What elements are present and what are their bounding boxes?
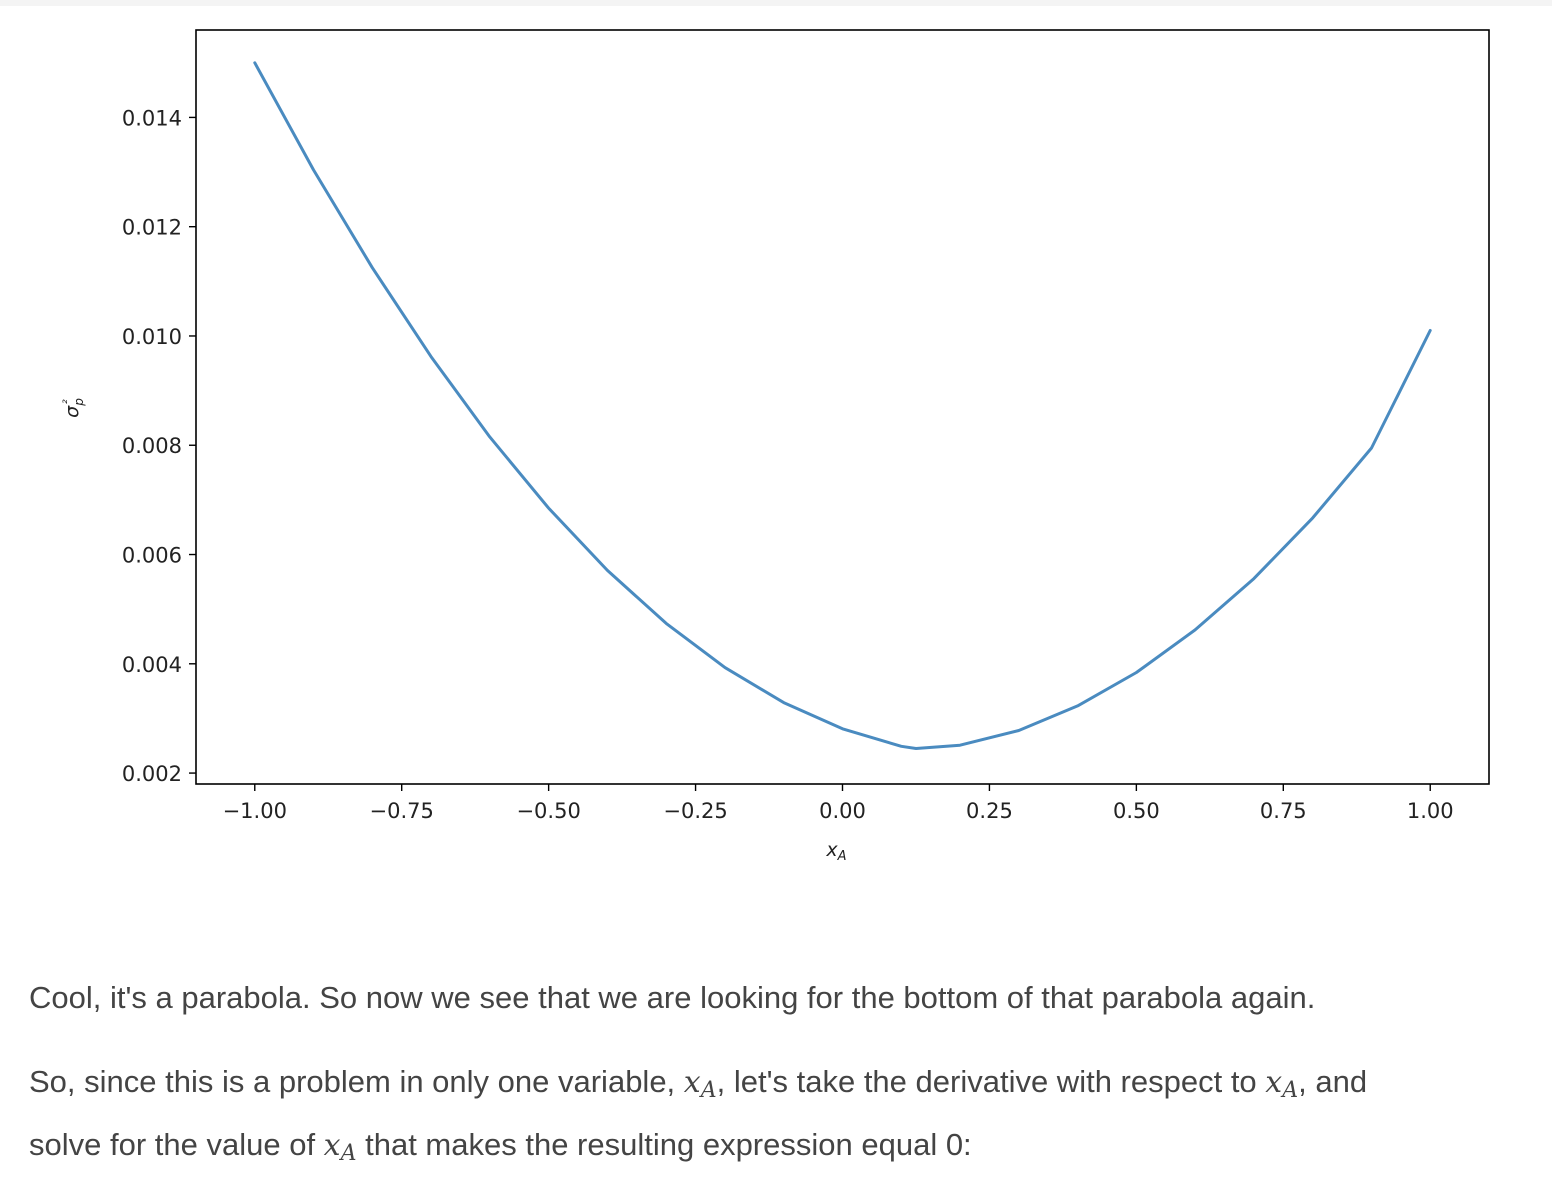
y-axis-label: σp²	[60, 398, 86, 418]
y-tick-label: 0.012	[122, 216, 182, 240]
x-tick-label: −0.75	[370, 799, 434, 823]
x-tick-label: −1.00	[223, 799, 287, 823]
y-tick-label: 0.002	[122, 762, 182, 786]
paragraph-text: solve for the value of	[29, 1127, 324, 1162]
paragraph-text: that makes the resulting expression equa…	[356, 1127, 972, 1162]
x-tick-label: 0.50	[1113, 799, 1160, 823]
top-border	[0, 0, 1552, 6]
y-tick-label: 0.014	[122, 106, 182, 130]
x-tick-label: 1.00	[1407, 799, 1454, 823]
paragraph-parabola: Cool, it's a parabola. So now we see tha…	[29, 980, 1316, 1015]
paragraph-text: , let's take the derivative with respect…	[716, 1064, 1266, 1099]
variance-chart: −1.00 −0.75 −0.50 −0.25 0.00 0.25 0.50 0.75 1.00…	[60, 29, 1490, 864]
math-x-a: xA	[323, 1128, 357, 1166]
x-tick-label: −0.50	[516, 799, 580, 823]
paragraph-derivative: So, since this is a problem in only one …	[29, 1055, 1529, 1181]
paragraph-text: So, since this is a problem in only one …	[29, 1064, 684, 1099]
x-axis-label: xA	[825, 839, 846, 864]
series-line	[253, 61, 1432, 750]
y-tick-label: 0.008	[122, 434, 182, 458]
x-tick-label: −0.25	[663, 799, 727, 823]
paragraph-text: , and	[1298, 1064, 1368, 1099]
y-tick-label: 0.004	[122, 653, 182, 677]
x-tick-label: 0.75	[1260, 799, 1307, 823]
x-tick-label: 0.00	[819, 799, 866, 823]
x-tick-label: 0.25	[966, 799, 1013, 823]
plot-frame	[195, 29, 1490, 785]
y-tick-label: 0.010	[122, 325, 182, 349]
y-tick-label: 0.006	[122, 544, 182, 568]
math-x-a: xA	[1265, 1065, 1299, 1103]
math-x-a: xA	[683, 1065, 717, 1103]
